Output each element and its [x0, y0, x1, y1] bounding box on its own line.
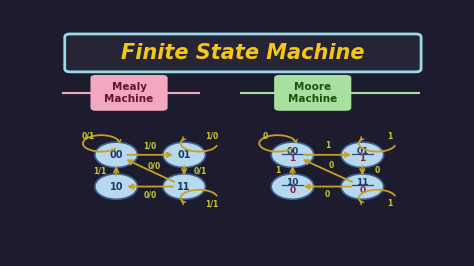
Text: 1/1: 1/1 [93, 166, 106, 175]
Text: 0: 0 [262, 132, 268, 141]
Text: 1: 1 [387, 200, 392, 209]
Ellipse shape [95, 174, 137, 199]
Text: 1: 1 [325, 141, 330, 150]
Text: 1/0: 1/0 [144, 141, 157, 150]
Text: 01: 01 [356, 147, 368, 156]
Text: 11: 11 [356, 178, 369, 187]
Text: 1: 1 [290, 154, 296, 163]
Text: 0/0: 0/0 [147, 161, 161, 170]
Text: 0: 0 [328, 161, 334, 170]
FancyBboxPatch shape [274, 75, 351, 111]
FancyBboxPatch shape [65, 34, 421, 72]
Ellipse shape [271, 142, 314, 168]
Text: 0/1: 0/1 [194, 166, 207, 175]
Text: 1/1: 1/1 [205, 200, 219, 209]
Ellipse shape [163, 174, 205, 199]
Text: 00: 00 [109, 150, 123, 160]
Text: 1: 1 [359, 154, 365, 163]
Text: 1: 1 [387, 132, 392, 141]
Text: 0/0: 0/0 [144, 190, 157, 199]
Text: Mealy
Machine: Mealy Machine [104, 82, 154, 104]
Text: 01: 01 [177, 150, 191, 160]
Text: 0: 0 [374, 166, 380, 175]
Text: 00: 00 [286, 147, 299, 156]
Text: 0/1: 0/1 [82, 132, 95, 141]
Text: 10: 10 [109, 182, 123, 192]
FancyBboxPatch shape [91, 75, 168, 111]
Ellipse shape [95, 142, 137, 168]
Text: 1/0: 1/0 [205, 132, 219, 141]
Text: 10: 10 [286, 178, 299, 187]
Ellipse shape [271, 174, 314, 199]
Text: Finite State Machine: Finite State Machine [121, 43, 365, 63]
Ellipse shape [341, 174, 383, 199]
Ellipse shape [163, 142, 205, 168]
Ellipse shape [341, 142, 383, 168]
Text: 0: 0 [359, 186, 365, 195]
Text: 1: 1 [275, 166, 281, 175]
Text: 0: 0 [325, 190, 330, 199]
Text: 11: 11 [177, 182, 191, 192]
Text: Moore
Machine: Moore Machine [288, 82, 337, 104]
Text: 0: 0 [290, 186, 296, 195]
